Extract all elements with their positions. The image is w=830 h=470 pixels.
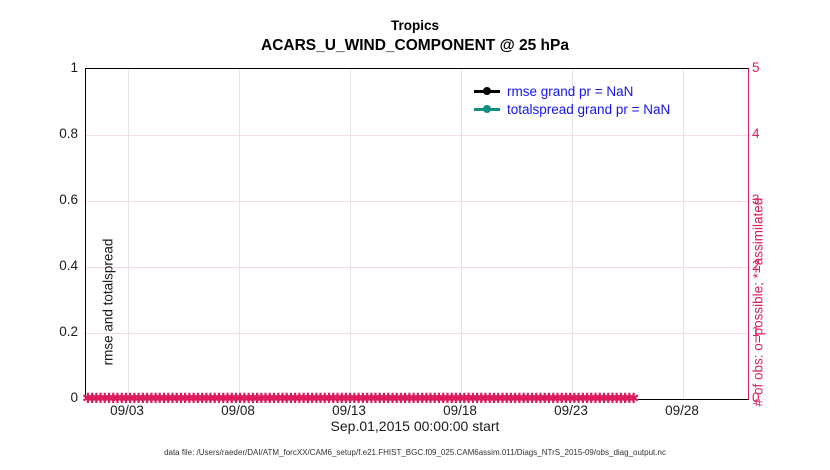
totalspread-line-sample xyxy=(474,105,500,113)
left-y-axis-label: rmse and totalspread xyxy=(100,238,116,366)
gridline-horizontal xyxy=(86,201,748,202)
legend-item-totalspread: totalspread grand pr = NaN xyxy=(474,100,670,118)
xtick-09-03: 09/03 xyxy=(110,403,144,418)
left-ytick-0.8: 0.8 xyxy=(59,126,78,141)
right-ytick-3: 3 xyxy=(752,192,760,207)
plot-subtitle: ACARS_U_WIND_COMPONENT @ 25 hPa xyxy=(261,37,569,54)
gridline-vertical xyxy=(239,69,240,399)
gridline-vertical xyxy=(572,69,573,399)
left-ytick-1: 1 xyxy=(70,60,78,75)
left-ytick-0.6: 0.6 xyxy=(59,192,78,207)
legend-label-rmse: rmse grand pr = NaN xyxy=(507,83,634,99)
gridline-horizontal xyxy=(86,267,748,268)
right-ytick-5: 5 xyxy=(752,60,760,75)
plot-title: Tropics xyxy=(390,18,439,33)
totalspread-marker-icon xyxy=(483,105,491,113)
gridline-horizontal xyxy=(86,333,748,334)
left-ytick-0.2: 0.2 xyxy=(59,324,78,339)
gridline-horizontal xyxy=(86,135,748,136)
xtick-09-23: 09/23 xyxy=(554,403,588,418)
plot-area: rmse and totalspread # of obs: o=possibl… xyxy=(82,68,766,407)
xtick-09-08: 09/08 xyxy=(221,403,255,418)
obs-marker-band: ✱✱✱✱✱✱✱✱✱✱✱✱✱✱✱✱✱✱✱✱✱✱✱✱✱✱✱✱✱✱✱✱✱✱✱✱✱✱✱✱… xyxy=(82,391,639,407)
legend: rmse grand pr = NaN totalspread grand pr… xyxy=(474,82,670,118)
right-ytick-0: 0 xyxy=(752,390,760,405)
data-file-footer: data file: /Users/raeder/DAI/ATM_forcXX/… xyxy=(164,448,666,457)
left-ytick-0.4: 0.4 xyxy=(59,258,78,273)
gridline-vertical xyxy=(128,69,129,399)
right-ytick-2: 2 xyxy=(752,258,760,273)
right-ytick-4: 4 xyxy=(752,126,760,141)
rmse-marker-icon xyxy=(483,87,491,95)
legend-label-totalspread: totalspread grand pr = NaN xyxy=(507,101,671,117)
xtick-09-13: 09/13 xyxy=(332,403,366,418)
x-axis-label: Sep.01,2015 00:00:00 start xyxy=(330,418,500,434)
gridline-vertical xyxy=(350,69,351,399)
right-ytick-1: 1 xyxy=(752,324,760,339)
gridline-vertical xyxy=(683,69,684,399)
left-ytick-0: 0 xyxy=(70,390,78,405)
gridline-vertical xyxy=(461,69,462,399)
legend-item-rmse: rmse grand pr = NaN xyxy=(474,82,670,100)
xtick-09-28: 09/28 xyxy=(665,403,699,418)
rmse-line-sample xyxy=(474,87,500,95)
xtick-09-18: 09/18 xyxy=(443,403,477,418)
